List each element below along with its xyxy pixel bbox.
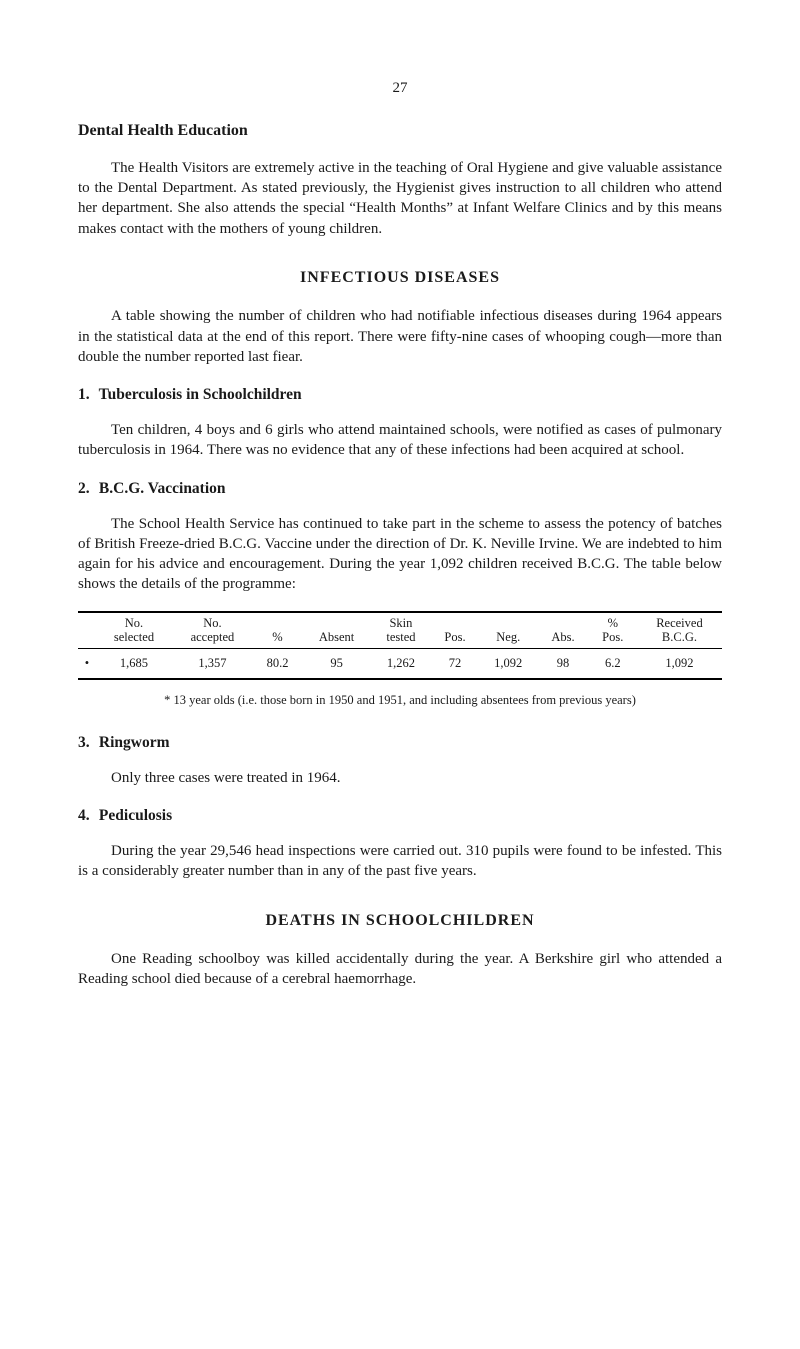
cell-selected: 1,685 <box>96 649 172 678</box>
col-selected: No.selected <box>96 613 172 649</box>
col-pos: Pos. <box>431 613 479 649</box>
col-percent: % <box>253 613 302 649</box>
heading-pediculosis: 4. Pediculosis <box>78 806 722 827</box>
para-deaths: One Reading schoolboy was killed acciden… <box>78 949 722 990</box>
heading-text-2: B.C.G. Vaccination <box>99 480 226 497</box>
table-data-row: • 1,685 1,357 80.2 95 1,262 72 1,092 98 … <box>78 649 722 678</box>
heading-text-1: Tuberculosis in Schoolchildren <box>99 386 302 403</box>
heading-bcg: 2. B.C.G. Vaccination <box>78 479 722 500</box>
cell-absent: 95 <box>302 649 371 678</box>
para-bcg: The School Health Service has continued … <box>78 514 722 595</box>
col-abs: Abs. <box>537 613 588 649</box>
para-ringworm: Only three cases were treated in 1964. <box>78 768 722 788</box>
cell-pos: 72 <box>431 649 479 678</box>
col-received-bcg: ReceivedB.C.G. <box>637 613 722 649</box>
cell-abs: 98 <box>537 649 588 678</box>
bcg-data-table: No.selected No.accepted % Absent Skintes… <box>78 613 722 679</box>
heading-num-1: 1. <box>78 385 95 406</box>
cell-percent: 80.2 <box>253 649 302 678</box>
document-page: 27 Dental Health Education The Health Vi… <box>0 0 800 1066</box>
cell-received-bcg: 1,092 <box>637 649 722 678</box>
heading-infectious: INFECTIOUS DISEASES <box>78 267 722 289</box>
row-marker: • <box>78 649 96 678</box>
table-header-row: No.selected No.accepted % Absent Skintes… <box>78 613 722 649</box>
para-pediculosis: During the year 29,546 head inspections … <box>78 841 722 882</box>
col-percent-pos: %Pos. <box>589 613 637 649</box>
cell-percent-pos: 6.2 <box>589 649 637 678</box>
col-skin-tested: Skintested <box>371 613 431 649</box>
col-absent: Absent <box>302 613 371 649</box>
para-tuberculosis: Ten children, 4 boys and 6 girls who att… <box>78 420 722 461</box>
heading-text-4: Pediculosis <box>99 807 172 824</box>
para-infectious-intro: A table showing the number of children w… <box>78 306 722 367</box>
heading-ringworm: 3. Ringworm <box>78 733 722 754</box>
heading-text-3: Ringworm <box>99 734 170 751</box>
heading-deaths: DEATHS IN SCHOOLCHILDREN <box>78 910 722 932</box>
table-footnote: * 13 year olds (i.e. those born in 1950 … <box>78 692 722 709</box>
table-header-blank <box>78 613 96 649</box>
col-accepted: No.accepted <box>172 613 253 649</box>
table-rule-bottom <box>78 678 722 680</box>
heading-dental: Dental Health Education <box>78 120 722 142</box>
heading-num-4: 4. <box>78 806 95 827</box>
cell-skin-tested: 1,262 <box>371 649 431 678</box>
heading-num-3: 3. <box>78 733 95 754</box>
page-number: 27 <box>78 78 722 98</box>
heading-tuberculosis: 1. Tuberculosis in Schoolchildren <box>78 385 722 406</box>
col-neg: Neg. <box>479 613 537 649</box>
bcg-table: No.selected No.accepted % Absent Skintes… <box>78 611 722 681</box>
cell-neg: 1,092 <box>479 649 537 678</box>
cell-accepted: 1,357 <box>172 649 253 678</box>
para-dental: The Health Visitors are extremely active… <box>78 158 722 239</box>
heading-num-2: 2. <box>78 479 95 500</box>
